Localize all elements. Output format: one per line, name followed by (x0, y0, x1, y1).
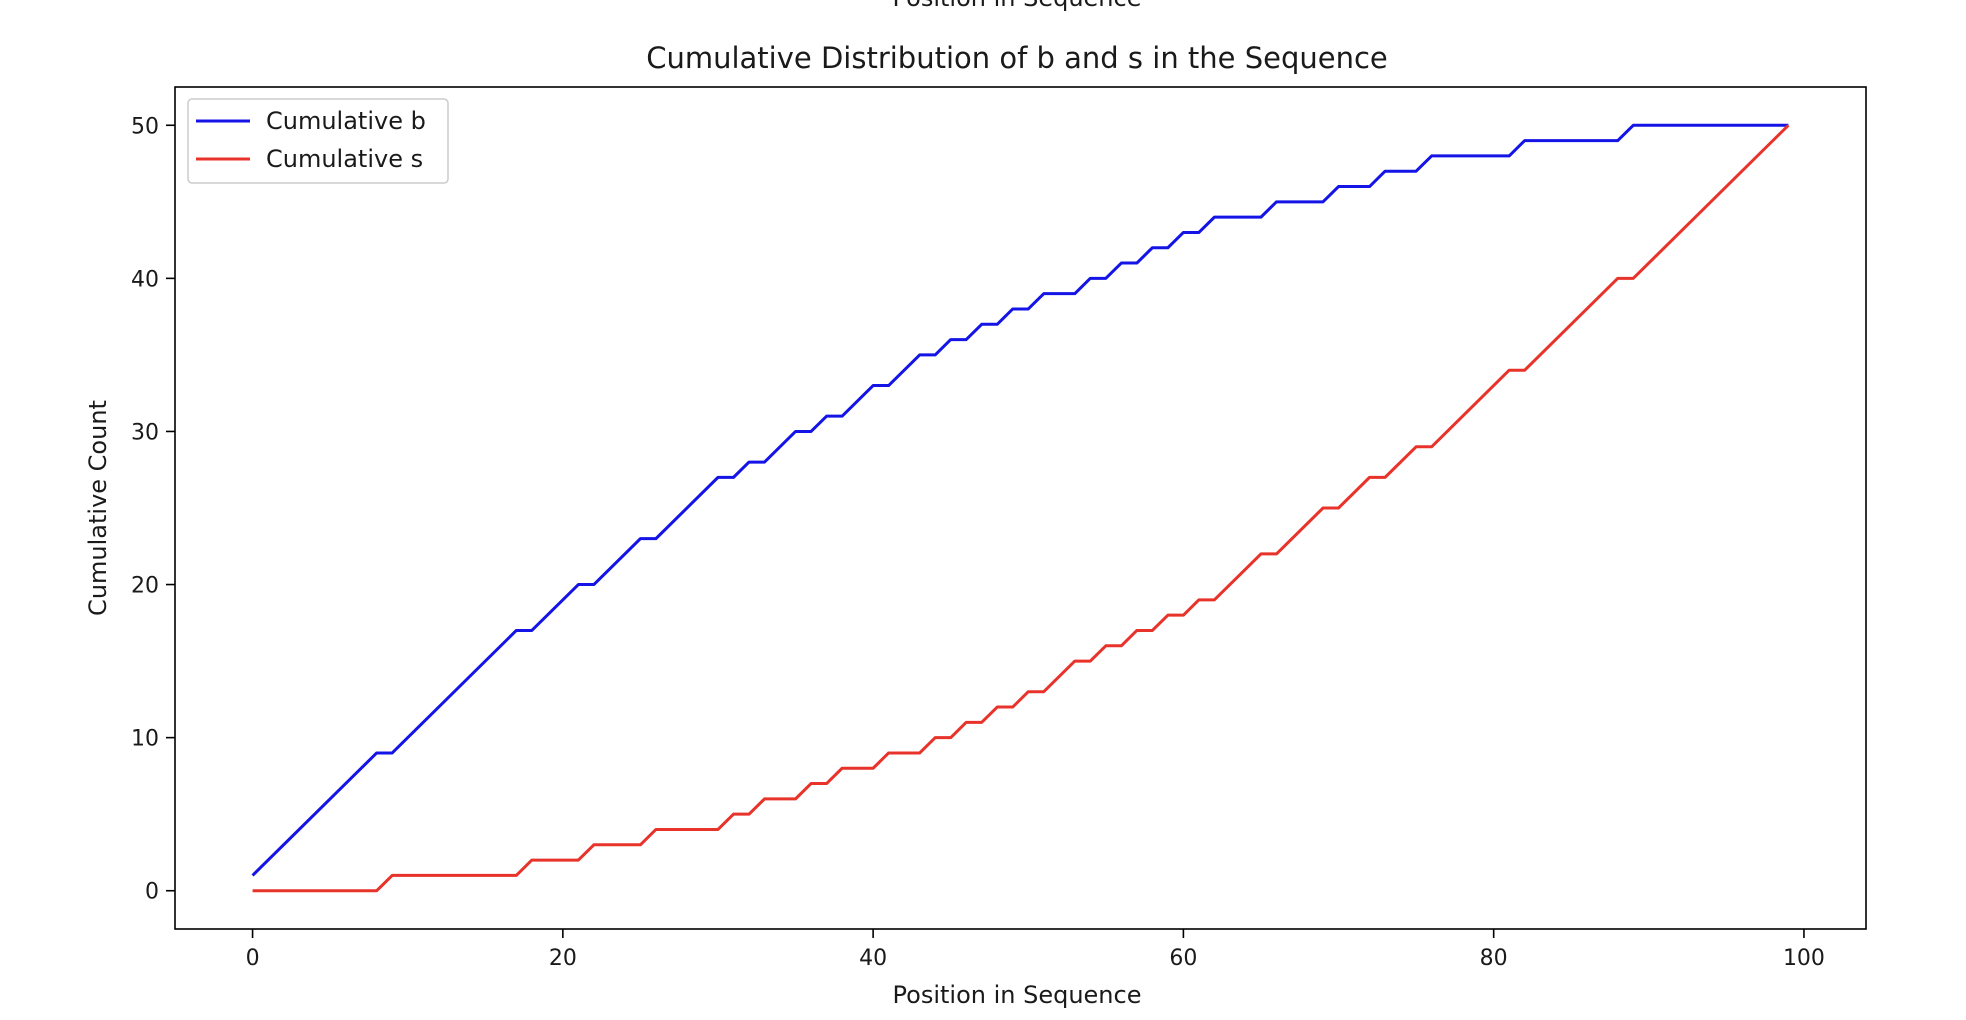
x-tick-label: 100 (1783, 946, 1825, 971)
plot-area (174, 86, 1867, 930)
x-tick-label: 40 (859, 946, 887, 971)
series-layer (251, 123, 1790, 893)
x-axis: 0 20 40 60 80 100 (246, 929, 1825, 971)
legend-label-s: Cumulative s (266, 145, 423, 173)
y-tick-label: 40 (131, 267, 159, 292)
x-tick-label: 0 (246, 946, 260, 971)
y-tick-label: 0 (145, 880, 159, 905)
chart-title: Cumulative Distribution of b and s in th… (646, 41, 1388, 75)
series-line-b (251, 123, 1789, 877)
legend: Cumulative b Cumulative s (187, 98, 449, 184)
y-axis-label: Cumulative Count (84, 400, 112, 616)
x-tick-label: 20 (549, 946, 577, 971)
series-line-s (252, 124, 1790, 893)
x-tick-label: 60 (1169, 946, 1197, 971)
y-tick-label: 30 (131, 420, 159, 445)
legend-box (187, 98, 449, 184)
y-tick-label: 20 (131, 574, 159, 599)
legend-label-b: Cumulative b (266, 107, 426, 135)
y-tick-label: 10 (131, 727, 159, 752)
top-clipped-label: Position in Sequence (893, 0, 1142, 12)
x-tick-label: 80 (1480, 946, 1508, 971)
y-axis: 0 10 20 30 40 50 (131, 114, 175, 905)
y-tick-label: 50 (131, 114, 159, 139)
x-axis-label: Position in Sequence (893, 981, 1142, 1009)
